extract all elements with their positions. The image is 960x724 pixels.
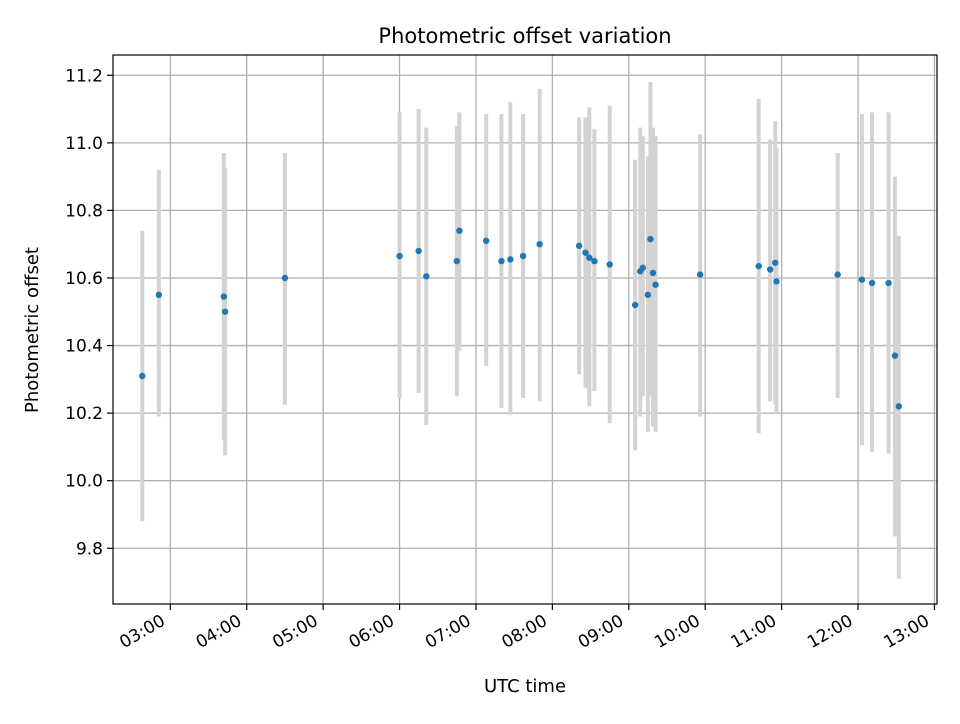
data-point: [423, 273, 430, 280]
data-point: [895, 403, 902, 410]
x-axis-label: UTC time: [484, 676, 566, 697]
data-point: [834, 271, 841, 278]
data-point: [868, 279, 876, 287]
data-point: [155, 291, 163, 299]
data-point: [639, 264, 647, 272]
y-axis-label: Photometric offset: [22, 247, 43, 413]
y-tick-label: 10.4: [65, 337, 103, 357]
data-point: [582, 249, 589, 256]
data-point: [647, 235, 654, 243]
y-tick-label: 11.2: [65, 66, 103, 86]
data-point: [139, 372, 146, 380]
data-point: [885, 279, 892, 287]
y-tick-label: 11.0: [65, 134, 103, 154]
y-tick-label: 10.2: [65, 404, 103, 424]
data-point: [519, 252, 527, 260]
data-point: [415, 247, 422, 255]
data-point: [536, 240, 543, 248]
data-point: [453, 257, 461, 265]
data-point: [772, 259, 779, 266]
data-point: [858, 276, 866, 283]
data-point: [766, 266, 774, 273]
data-point: [220, 293, 228, 300]
data-point: [221, 308, 229, 315]
y-tick-label: 10.8: [65, 201, 103, 221]
data-point: [644, 291, 652, 299]
data-point: [396, 252, 403, 260]
data-point: [755, 262, 762, 270]
data-point: [649, 269, 657, 277]
data-point: [586, 254, 593, 261]
y-tick-label: 9.8: [76, 539, 103, 559]
data-point: [456, 227, 463, 234]
data-point: [631, 301, 639, 309]
data-point: [498, 257, 505, 265]
y-axis-ticks: 9.8 10.0 10.2 10.4 10.6 10.8 11.0 11.2: [65, 66, 113, 559]
data-point: [507, 256, 514, 263]
data-point: [591, 257, 598, 265]
y-tick-label: 10.0: [65, 472, 103, 492]
data-point: [696, 271, 704, 278]
chart-title: Photometric offset variation: [378, 24, 671, 48]
data-point: [891, 352, 899, 359]
data-point: [606, 261, 613, 268]
data-point: [652, 281, 659, 288]
y-tick-label: 10.6: [65, 269, 103, 289]
data-point: [773, 278, 780, 285]
data-point: [281, 274, 289, 282]
data-point: [575, 242, 583, 250]
data-points: [139, 227, 902, 410]
plot-frame: [112, 54, 938, 605]
data-point: [482, 237, 490, 245]
